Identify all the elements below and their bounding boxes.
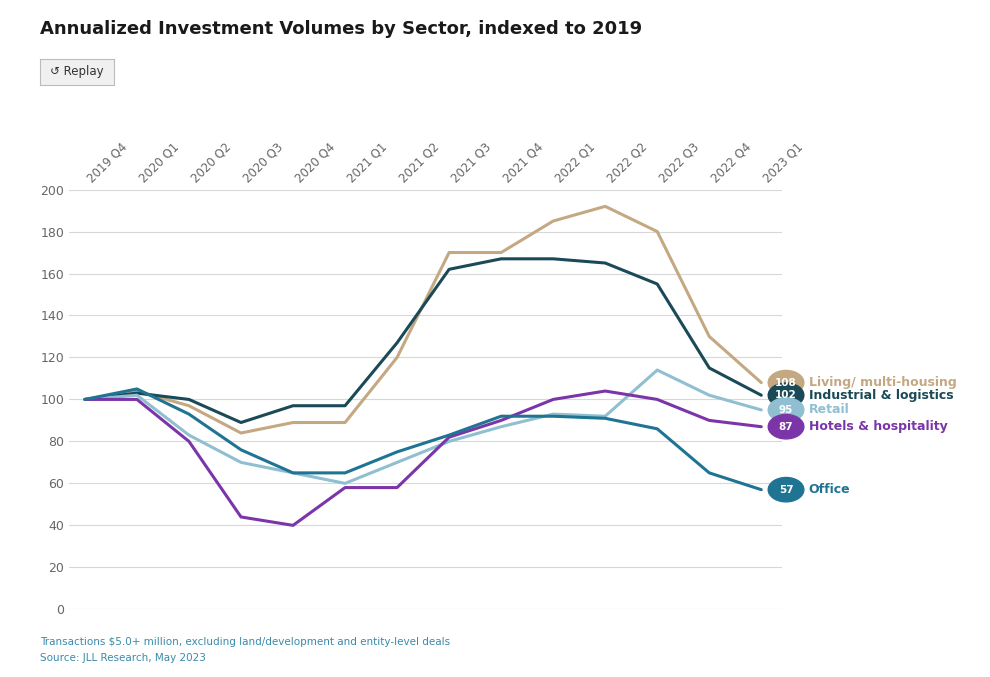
Text: 57: 57 (779, 485, 793, 495)
Text: 108: 108 (775, 378, 797, 388)
Text: Hotels & hospitality: Hotels & hospitality (809, 420, 947, 433)
Text: 102: 102 (775, 390, 797, 400)
Text: Office: Office (809, 483, 850, 496)
Text: ↺ Replay: ↺ Replay (50, 65, 104, 79)
Text: Living/ multi-housing: Living/ multi-housing (809, 376, 956, 389)
Text: Industrial & logistics: Industrial & logistics (809, 389, 953, 401)
Text: 95: 95 (779, 405, 793, 415)
Text: Retail: Retail (809, 403, 849, 416)
Text: Transactions $5.0+ million, excluding land/development and entity-level deals: Transactions $5.0+ million, excluding la… (40, 636, 449, 647)
Text: Annualized Investment Volumes by Sector, indexed to 2019: Annualized Investment Volumes by Sector,… (40, 20, 642, 39)
Text: Source: JLL Research, May 2023: Source: JLL Research, May 2023 (40, 653, 206, 663)
Text: 87: 87 (779, 422, 793, 432)
